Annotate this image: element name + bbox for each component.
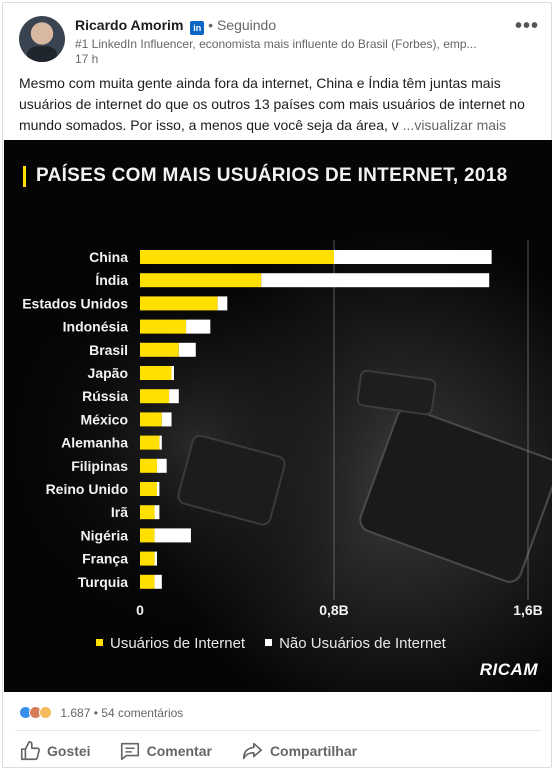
post-header: Ricardo Amorim in • Seguindo #1 LinkedIn… — [19, 15, 539, 67]
bar-users — [140, 389, 170, 404]
linkedin-influencer-icon: in — [190, 21, 205, 35]
brand-logo: RICAM — [479, 660, 538, 679]
x-tick-label: 0 — [136, 602, 144, 618]
chart-image[interactable]: PAÍSES COM MAIS USUÁRIOS DE INTERNET, 20… — [4, 140, 552, 692]
bar-users — [140, 458, 157, 473]
share-button[interactable]: Compartilhar — [236, 736, 361, 766]
like-button[interactable]: Gostei — [15, 736, 95, 766]
comment-button[interactable]: Comentar — [115, 736, 216, 766]
comment-count[interactable]: 54 comentários — [101, 706, 184, 720]
category-label: Filipinas — [71, 458, 128, 474]
chart-title: PAÍSES COM MAIS USUÁRIOS DE INTERNET, 20… — [36, 165, 508, 186]
bar-non-users — [156, 482, 160, 496]
x-tick-label: 0,8B — [319, 602, 349, 618]
legend-label-non-users: Não Usuários de Internet — [279, 635, 446, 652]
author-headline: #1 LinkedIn Influencer, economista mais … — [75, 37, 477, 51]
bar-users — [140, 482, 157, 496]
category-label: Índia — [95, 272, 128, 288]
bar-users — [140, 250, 334, 264]
bar-non-users — [156, 458, 167, 473]
bar-users — [140, 574, 155, 589]
category-label: China — [89, 249, 128, 265]
author-avatar[interactable] — [19, 16, 65, 62]
bar-users — [140, 273, 262, 288]
comment-label: Comentar — [146, 743, 212, 759]
legend-item-non-users: Não Usuários de Internet — [265, 635, 446, 652]
category-label: Reino Unido — [46, 481, 128, 497]
category-label: México — [81, 411, 128, 427]
bar-users — [140, 412, 162, 427]
bar-non-users — [261, 273, 490, 288]
post-time: 17 h — [75, 52, 99, 66]
bar-non-users — [334, 250, 492, 264]
social-counts[interactable]: 1.687 • 54 comentários — [19, 706, 183, 724]
author-name[interactable]: Ricardo Amorim — [75, 17, 184, 33]
category-label: Indonésia — [63, 319, 129, 335]
bar-users — [140, 342, 179, 357]
bar-non-users — [154, 574, 162, 589]
bar-non-users — [154, 505, 160, 520]
bar-non-users — [171, 366, 174, 380]
bar-users — [140, 319, 187, 334]
divider — [15, 730, 541, 731]
thumbs-up-icon — [20, 741, 40, 761]
bar-non-users — [154, 551, 157, 566]
bar-non-users — [154, 528, 191, 543]
follow-status: • Seguindo — [208, 17, 277, 33]
background-photo — [4, 140, 552, 692]
bar-non-users — [169, 389, 179, 404]
see-more-link[interactable]: ...visualizar mais — [402, 117, 507, 133]
bar-non-users — [159, 435, 162, 450]
bar-non-users — [186, 319, 211, 334]
title-accent-bar — [23, 166, 26, 187]
legend-swatch-non-users — [265, 639, 273, 646]
celebrate-icon — [39, 706, 52, 719]
category-label: França — [82, 551, 128, 567]
bar-users — [140, 366, 172, 380]
category-label: Japão — [88, 365, 128, 381]
category-label: Alemanha — [61, 435, 128, 451]
bar-users — [140, 528, 155, 543]
share-label: Compartilhar — [269, 743, 358, 759]
category-label: Turquia — [78, 574, 129, 590]
legend-swatch-users — [96, 639, 103, 646]
category-label: Rússia — [82, 388, 128, 404]
share-icon — [242, 742, 262, 760]
category-label: Nigéria — [81, 527, 129, 543]
bar-non-users — [178, 342, 196, 357]
post-text: Mesmo com muita gente ainda fora da inte… — [19, 73, 541, 136]
category-label: Irã — [111, 504, 128, 520]
chart-legend: Usuários de Internet Não Usuários de Inte… — [96, 635, 446, 652]
social-separator: • — [93, 706, 98, 720]
more-horizontal-icon[interactable]: ••• — [514, 15, 539, 37]
bar-users — [140, 296, 218, 311]
legend-label-users: Usuários de Internet — [110, 635, 246, 652]
category-label: Brasil — [89, 342, 128, 358]
bar-chart: China Índia Estados Unidos Indonésia Brasil J… — [22, 240, 543, 618]
category-label: Estados Unidos — [22, 295, 128, 311]
action-bar: Gostei Comentar Compartilhar — [15, 736, 361, 766]
comment-icon — [120, 742, 139, 761]
reaction-count[interactable]: 1.687 — [60, 706, 91, 720]
post-body: Mesmo com muita gente ainda fora da inte… — [19, 75, 525, 133]
bar-users — [140, 435, 160, 450]
bar-users — [140, 551, 155, 566]
x-tick-label: 1,6B — [513, 602, 543, 618]
bar-users — [140, 505, 155, 520]
bar-non-users — [217, 296, 228, 311]
like-label: Gostei — [47, 743, 91, 759]
bar-non-users — [161, 412, 172, 427]
legend-item-users: Usuários de Internet — [96, 635, 245, 652]
author-row: Ricardo Amorim in • Seguindo — [75, 17, 276, 35]
